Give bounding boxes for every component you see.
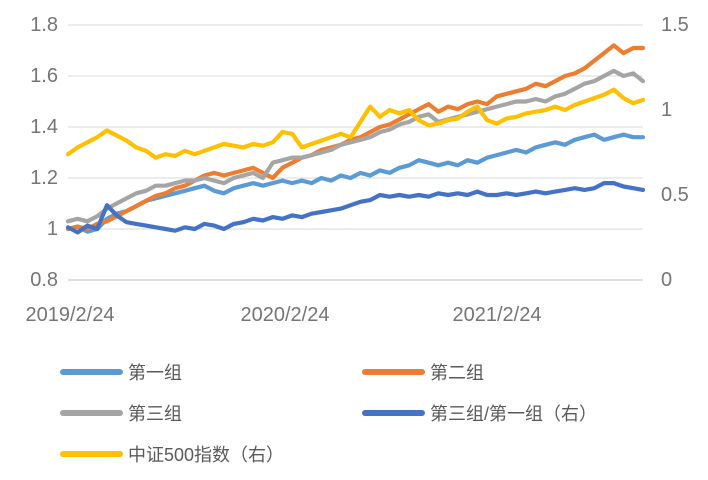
legend-item-ratio-group3-group1: 第三组/第一组（右）: [362, 399, 650, 427]
legend-label-group2: 第二组: [430, 363, 484, 383]
series-line-ratio-group3-group1: [65, 181, 646, 235]
series-line-group1: [65, 132, 646, 234]
legend-item-group1: 第一组: [60, 358, 362, 386]
legend-swatch-group2: [362, 369, 425, 375]
legend-label-csi500: 中证500指数（右）: [128, 445, 285, 465]
y-right-tick-label: 1: [661, 99, 673, 121]
legend-swatch-group3: [60, 410, 123, 416]
legend-item-group2: 第二组: [362, 358, 650, 386]
y-left-tick-label: 1: [46, 218, 58, 240]
legend-label-ratio-group3-group1: 第三组/第一组（右）: [430, 404, 598, 424]
y-right-tick-label: 0: [661, 269, 673, 291]
legend-label-group3: 第三组: [128, 404, 182, 424]
x-tick-label: 2020/2/24: [240, 304, 330, 326]
legend-label-group1: 第一组: [128, 363, 182, 383]
x-tick-label: 2021/2/24: [452, 304, 542, 326]
y-right-tick-label: 1.5: [661, 14, 689, 36]
legend-swatch-ratio-group3-group1: [362, 410, 425, 416]
legend-item-group3: 第三组: [60, 399, 362, 427]
y-left-tick-label: 0.8: [30, 269, 58, 291]
series-line-csi500: [65, 87, 646, 160]
legend-swatch-csi500: [60, 451, 123, 457]
legend-item-csi500: 中证500指数（右）: [60, 440, 362, 468]
y-left-tick-label: 1.8: [30, 14, 58, 36]
y-left-tick-label: 1.4: [30, 116, 58, 138]
x-tick-label: 2019/2/24: [25, 304, 115, 326]
series-line-group2: [65, 43, 646, 232]
legend: 第一组 第二组第三组 第三组/第一组（右） 中证500指数（右）: [60, 358, 650, 468]
series-line-group3: [65, 68, 646, 224]
legend-swatch-group1: [60, 369, 123, 375]
y-left-tick-label: 1.6: [30, 65, 58, 87]
y-left-tick-label: 1.2: [30, 167, 58, 189]
y-right-tick-label: 0.5: [661, 184, 689, 206]
